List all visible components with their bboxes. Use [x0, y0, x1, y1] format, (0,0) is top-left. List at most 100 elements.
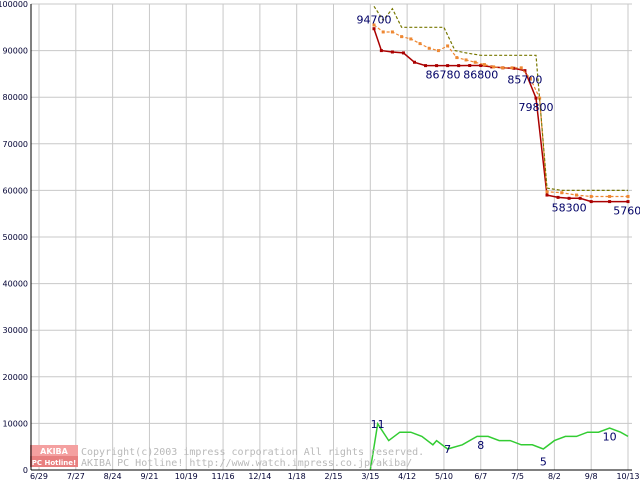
price-series-point: [479, 64, 483, 68]
x-axis-ticks: 6/29 7/27 8/24 9/21 10/19 11/16 12/14 1/18 2/15 3…: [30, 472, 640, 480]
x-tick-label: 10/13: [616, 472, 639, 480]
price-series-point: [390, 30, 394, 34]
price-series-point: [608, 194, 612, 198]
price-series-point: [556, 195, 560, 199]
price-series-line: [373, 28, 628, 203]
price-series-point: [523, 69, 527, 73]
x-tick-label: 12/14: [248, 472, 271, 480]
y-tick-label: 60000: [3, 186, 28, 195]
price-series-point: [418, 42, 422, 46]
price-series-point: [446, 44, 450, 48]
akiba-badge-bottom: [30, 456, 78, 467]
price-data-label: 79800: [518, 101, 553, 114]
x-tick-label: 2/15: [325, 472, 343, 480]
price-series-point: [608, 200, 612, 204]
price-series-point: [457, 64, 461, 68]
price-series-point: [492, 65, 496, 69]
price-series-point: [473, 60, 477, 64]
akiba-badge-text-top: AKIBA: [40, 447, 68, 456]
copyright-line: Copyright(c)2003 impress corporation All…: [81, 447, 424, 458]
price-series-point: [446, 64, 450, 68]
y-tick-label: 70000: [3, 140, 28, 149]
y-axis-ticks: 0 10000 20000 30000 40000 50000 60000 70000 8000…: [0, 0, 28, 475]
price-series-point: [372, 23, 376, 27]
count-data-label: 7: [444, 443, 451, 456]
price-series-point: [512, 66, 516, 70]
price-series-point: [528, 77, 532, 81]
x-tick-label: 4/12: [398, 472, 416, 480]
price-series-point: [381, 30, 385, 34]
y-tick-label: 20000: [3, 373, 28, 382]
price-series-point: [534, 96, 538, 100]
y-tick-label: 90000: [3, 47, 28, 56]
price-series-point: [574, 193, 578, 197]
price-series-point: [372, 27, 376, 31]
x-tick-label: 7/27: [67, 472, 85, 480]
price-series-point: [435, 64, 439, 68]
price-series-point: [424, 64, 428, 68]
price-series-point: [545, 193, 549, 197]
shop-count-line: [369, 421, 629, 471]
grid-lines: [31, 3, 632, 471]
akiba-badge-top: [30, 445, 78, 456]
axes: [30, 4, 632, 471]
x-tick-label: 9/8: [585, 472, 598, 480]
price-series-point: [468, 64, 472, 68]
y-tick-label: 50000: [3, 233, 28, 242]
x-tick-label: 7/5: [511, 472, 524, 480]
x-tick-label: 11/16: [212, 472, 235, 480]
price-series-point: [578, 196, 582, 200]
price-series-point: [626, 200, 630, 204]
price-series-point: [482, 63, 486, 67]
price-series-point: [409, 37, 413, 41]
y-tick-label: 0: [23, 466, 28, 475]
price-series-point: [560, 191, 564, 195]
x-tick-label: 3/15: [361, 472, 379, 480]
price-series-point: [589, 194, 593, 198]
price-series-line: [373, 5, 628, 191]
price-series-point: [464, 58, 468, 62]
price-data-label: 86800: [463, 69, 498, 82]
price-data-label: 85700: [507, 74, 542, 87]
price-series-point: [567, 196, 571, 200]
price-series-point: [519, 66, 523, 70]
price-series-point: [545, 190, 549, 194]
price-series-point: [538, 96, 542, 100]
y-tick-label: 100000: [0, 0, 28, 9]
x-tick-label: 10/19: [175, 472, 198, 480]
count-data-label: 10: [603, 430, 617, 443]
price-data-label: 58300: [552, 201, 587, 214]
price-series-point: [412, 60, 416, 64]
y-tick-label: 30000: [3, 326, 28, 335]
count-data-label: 11: [371, 418, 385, 431]
price-series-point: [379, 49, 383, 53]
site-url-line: AKIBA PC Hotline! http://www.watch.impre…: [81, 458, 412, 469]
x-tick-label: 8/24: [104, 472, 122, 480]
count-data-label: 8: [477, 439, 484, 452]
price-series-point: [390, 50, 394, 54]
copyright-watermark: AKIBA PC Hotline! Copyright(c)2003 impre…: [30, 445, 424, 469]
price-series-point: [401, 51, 405, 55]
akiba-badge-text-bottom: PC Hotline!: [32, 459, 76, 467]
price-series-point: [436, 49, 440, 53]
x-tick-label: 1/18: [288, 472, 306, 480]
count-data-label: 5: [540, 456, 547, 469]
y-tick-label: 80000: [3, 93, 28, 102]
price-series-point: [501, 66, 505, 70]
price-series-point: [510, 66, 514, 70]
price-series-point: [455, 56, 459, 60]
price-data-label: 86780: [426, 69, 461, 82]
x-tick-label: 6/29: [30, 472, 48, 480]
price-series-point: [626, 194, 630, 198]
x-tick-label: 5/10: [435, 472, 453, 480]
x-tick-label: 6/7: [474, 472, 487, 480]
price-series-point: [400, 35, 404, 39]
price-data-label: 57600: [613, 205, 640, 218]
series-group: [369, 5, 630, 471]
x-tick-label: 8/2: [548, 472, 561, 480]
y-tick-label: 10000: [3, 419, 28, 428]
price-series-point: [427, 46, 431, 50]
x-tick-label: 9/21: [140, 472, 158, 480]
